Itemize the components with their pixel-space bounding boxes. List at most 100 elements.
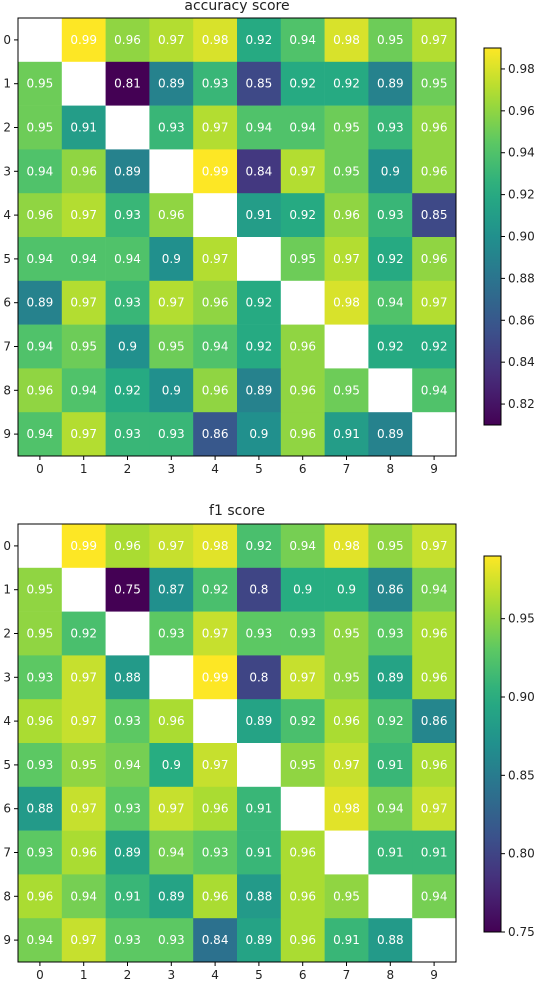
heatmap-cell: [368, 830, 413, 875]
cell-value-label: 0.94: [202, 340, 229, 354]
heatmap-cell: [280, 193, 325, 238]
cell-value-label: 0.96: [289, 340, 316, 354]
heatmap-cell: [237, 193, 282, 238]
cell-value-label: 0.92: [246, 33, 273, 47]
cell-value-label: 0.97: [158, 33, 185, 47]
cell-value-label: 0.99: [202, 670, 229, 684]
heatmap-cell: [193, 18, 238, 63]
cell-value-label: 0.98: [202, 539, 229, 553]
heatmap-cell: [18, 61, 63, 106]
colorbar-tick-label: 0.82: [508, 397, 535, 411]
x-tick-label: 9: [430, 462, 438, 476]
heatmap-cell: [237, 699, 282, 744]
cell-value-label: 0.85: [246, 77, 273, 91]
heatmap-cell: [105, 874, 150, 919]
cell-value-label: 0.98: [333, 296, 360, 310]
cell-value-label: 0.88: [246, 889, 273, 903]
heatmap-cell: [149, 61, 194, 106]
cell-value-label: 0.88: [27, 802, 54, 816]
cell-value-label: 0.96: [27, 383, 54, 397]
heatmap-cell: [149, 280, 194, 325]
cell-value-label: 0.96: [202, 889, 229, 903]
heatmap-cell: [149, 412, 194, 457]
heatmap-cell: [280, 611, 325, 656]
cell-value-label: 0.96: [289, 427, 316, 441]
heatmap-cell: [18, 280, 63, 325]
x-tick-label: 4: [211, 968, 219, 982]
heatmap-cell: [368, 61, 413, 106]
y-tick-label: 9: [3, 427, 11, 441]
y-tick-label: 0: [3, 33, 11, 47]
colorbar-tick-label: 0.90: [508, 230, 535, 244]
heatmap-cell: [193, 611, 238, 656]
heatmap-cell: [18, 743, 63, 788]
heatmap-cell: [280, 18, 325, 63]
heatmap-cell: [280, 61, 325, 106]
cell-value-label: 0.97: [158, 802, 185, 816]
heatmap-cell: [412, 61, 457, 106]
heatmap-cell: [324, 368, 369, 413]
heatmap-cell: [149, 786, 194, 831]
cell-value-label: 0.92: [377, 340, 404, 354]
heatmap-cell: [61, 655, 106, 700]
heatmap-cell: [368, 567, 413, 612]
heatmap-cell: [18, 786, 63, 831]
heatmap-cell: [412, 611, 457, 656]
cell-value-label: 0.94: [114, 252, 141, 266]
colorbar-tick-label: 0.80: [508, 847, 535, 861]
x-tick-label: 2: [124, 462, 132, 476]
cell-value-label: 0.96: [158, 714, 185, 728]
cell-value-label: 0.96: [114, 539, 141, 553]
heatmap-cell: [237, 830, 282, 875]
x-tick-label: 8: [386, 968, 394, 982]
heatmap-cell: [193, 193, 238, 238]
heatmap-cell: [324, 743, 369, 788]
cell-value-label: 0.96: [421, 627, 448, 641]
heatmap-cell: [368, 611, 413, 656]
cell-value-label: 0.97: [70, 208, 97, 222]
cell-value-label: 0.94: [421, 583, 448, 597]
cell-value-label: 0.88: [114, 670, 141, 684]
cell-value-label: 0.97: [70, 427, 97, 441]
heatmap-cell: [105, 105, 150, 150]
cell-value-label: 0.92: [70, 627, 97, 641]
cell-value-label: 0.94: [70, 252, 97, 266]
cell-value-label: 0.92: [377, 714, 404, 728]
y-tick-label: 3: [3, 164, 11, 178]
heatmap-cell: [18, 655, 63, 700]
colorbar-tick-label: 0.92: [508, 188, 535, 202]
heatmap-cell: [324, 699, 369, 744]
cell-value-label: 0.95: [421, 77, 448, 91]
heatmap-cell: [18, 149, 63, 194]
cell-value-label: 0.91: [246, 802, 273, 816]
x-tick-label: 1: [80, 462, 88, 476]
heatmap-cell: [149, 193, 194, 238]
heatmap-cell: [368, 193, 413, 238]
x-tick-label: 0: [36, 968, 44, 982]
heatmap-cell: [193, 699, 238, 744]
cell-value-label: 0.96: [333, 208, 360, 222]
cell-value-label: 0.96: [421, 164, 448, 178]
heatmap-cell: [18, 874, 63, 919]
cell-value-label: 0.94: [27, 340, 54, 354]
heatmap-cell: [18, 611, 63, 656]
heatmap-cell: [324, 567, 369, 612]
cell-value-label: 0.81: [114, 77, 141, 91]
cell-value-label: 0.93: [289, 627, 316, 641]
cell-value-label: 0.95: [377, 33, 404, 47]
cell-value-label: 0.97: [333, 252, 360, 266]
cell-value-label: 0.94: [289, 539, 316, 553]
cell-value-label: 0.93: [202, 77, 229, 91]
heatmap-cell: [61, 786, 106, 831]
cell-value-label: 0.91: [246, 846, 273, 860]
heatmap-cell: [368, 743, 413, 788]
heatmap-cell: [149, 524, 194, 569]
heatmap-cell: [412, 655, 457, 700]
heatmap-cell: [324, 830, 369, 875]
heatmap-cell: [280, 412, 325, 457]
heatmap-cell: [61, 874, 106, 919]
cell-value-label: 0.97: [421, 539, 448, 553]
heatmap-cell: [149, 149, 194, 194]
heatmap-cell: [105, 655, 150, 700]
heatmap-cell: [280, 743, 325, 788]
